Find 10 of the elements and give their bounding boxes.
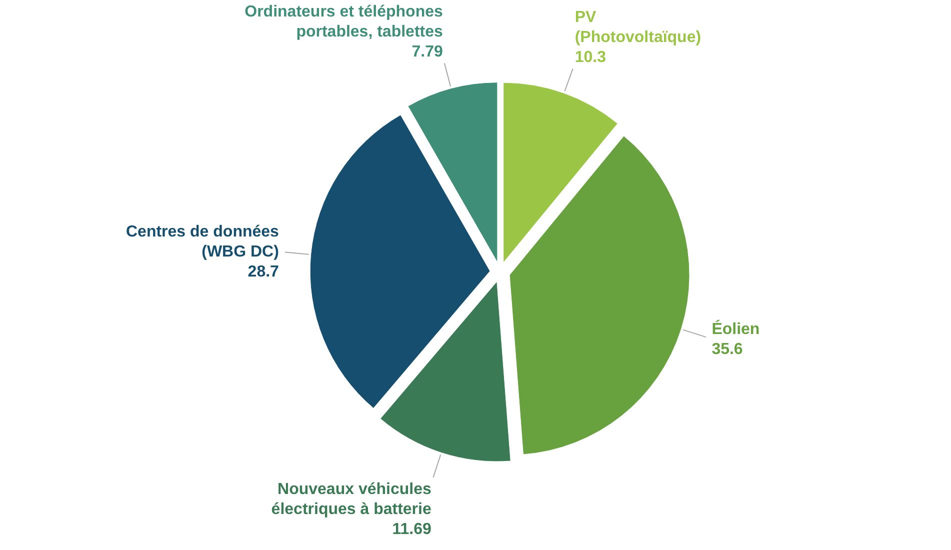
- slice-label: Nouveaux véhicules électriques à batterie: [271, 481, 432, 518]
- data-label: 28.7: [248, 264, 280, 281]
- slice-label: Ordinateurs et téléphones portables, tablettes: [244, 3, 443, 40]
- slice-label: Centres de données (WBG DC): [126, 224, 280, 261]
- data-label: 7.79: [412, 43, 443, 60]
- data-label: 10.3: [574, 49, 606, 66]
- data-label: 35.6: [712, 340, 743, 358]
- data-label: 11.69: [392, 521, 432, 538]
- slice-label: Éolien: [712, 318, 760, 338]
- slice-label: PV (Photovoltaïque): [574, 9, 702, 46]
